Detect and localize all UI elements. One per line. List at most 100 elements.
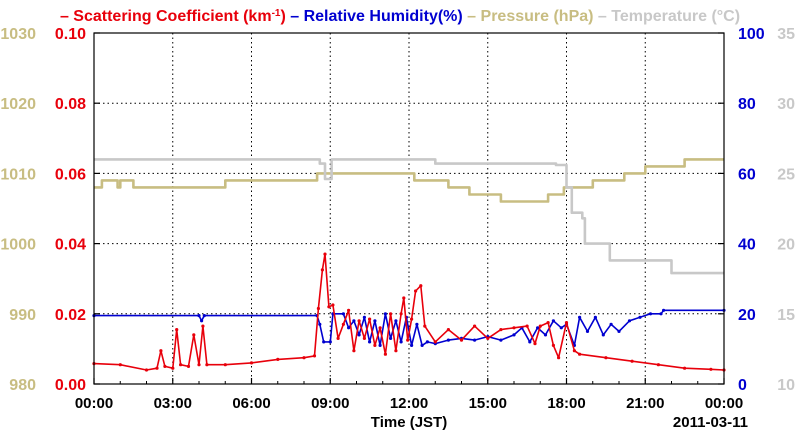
- data-point-scattering: [383, 352, 387, 356]
- data-point-scattering: [276, 357, 280, 361]
- data-point-humidity: [347, 326, 351, 330]
- data-point-scattering: [144, 368, 149, 372]
- data-point-humidity: [499, 338, 503, 342]
- data-point-humidity: [383, 312, 387, 316]
- data-point-scattering: [192, 333, 196, 337]
- date-label: 2011-03-11: [673, 414, 748, 431]
- data-point-scattering: [118, 363, 122, 367]
- data-point-scattering: [551, 343, 556, 347]
- data-point-scattering: [630, 359, 634, 363]
- series-group: [92, 158, 726, 372]
- data-point-scattering: [410, 317, 414, 321]
- data-point-scattering: [362, 336, 366, 340]
- y-tick-label-humidity: 0: [738, 377, 747, 394]
- data-point-humidity: [420, 343, 424, 347]
- x-tick-label: 09:00: [311, 395, 349, 412]
- y-tick-label-pressure: 1030: [0, 26, 36, 43]
- y-tick-label-temperature: 10: [777, 377, 795, 394]
- axes: 98099010001010102010300.000.020.040.060.…: [0, 26, 795, 412]
- data-point-scattering: [604, 356, 608, 360]
- data-point-scattering: [533, 342, 537, 346]
- data-point-humidity: [425, 340, 429, 344]
- y-tick-label-pressure: 1020: [0, 96, 36, 113]
- data-point-humidity: [617, 329, 621, 333]
- data-point-scattering: [163, 364, 167, 368]
- data-point-scattering: [197, 363, 201, 367]
- data-point-humidity: [543, 333, 548, 337]
- series-line-pressure: [94, 158, 724, 203]
- data-point-scattering: [402, 296, 406, 300]
- data-point-humidity: [528, 340, 532, 344]
- data-point-humidity: [578, 315, 582, 319]
- y-tick-label-temperature: 15: [777, 307, 795, 324]
- data-point-humidity: [200, 319, 204, 323]
- y-tick-label-scattering: 0.06: [55, 166, 86, 183]
- y-tick-label-scattering: 0.10: [55, 26, 86, 43]
- data-point-scattering: [564, 321, 569, 325]
- data-point-scattering: [201, 324, 205, 328]
- data-point-humidity: [659, 312, 663, 316]
- data-point-humidity: [389, 336, 393, 340]
- y-tick-label-scattering: 0.04: [55, 237, 86, 254]
- legend-suffix: ): [280, 8, 285, 25]
- x-tick-label: 00:00: [75, 395, 113, 412]
- y-tick-label-humidity: 100: [738, 26, 765, 43]
- y-tick-label-humidity: 20: [738, 307, 756, 324]
- data-point-scattering: [499, 328, 503, 332]
- data-point-humidity: [399, 340, 403, 344]
- y-tick-label-temperature: 20: [777, 237, 795, 254]
- data-point-scattering: [155, 366, 159, 370]
- data-point-scattering: [357, 319, 361, 323]
- y-tick-label-scattering: 0.00: [55, 377, 86, 394]
- grid: [94, 33, 724, 384]
- y-tick-label-scattering: 0.02: [55, 307, 86, 324]
- y-tick-label-pressure: 980: [9, 377, 36, 394]
- data-point-scattering: [446, 328, 450, 332]
- data-point-humidity: [609, 322, 613, 326]
- legend: – Scattering Coefficient (km-1) – Relati…: [60, 8, 740, 26]
- data-point-humidity: [601, 333, 605, 337]
- data-point-scattering: [331, 303, 335, 307]
- data-point-humidity: [352, 319, 356, 323]
- data-point-scattering: [557, 356, 561, 360]
- legend-item-pressure: – Pressure (hPa): [463, 8, 594, 25]
- data-point-scattering: [459, 338, 464, 342]
- legend-superscript: -1: [272, 8, 281, 19]
- data-point-humidity: [410, 343, 414, 347]
- data-point-scattering: [486, 336, 490, 340]
- y-tick-label-pressure: 1010: [0, 166, 36, 183]
- legend-item-scattering: – Scattering Coefficient (km: [60, 8, 272, 25]
- y-tick-label-pressure: 1000: [0, 237, 36, 254]
- data-point-scattering: [389, 312, 393, 316]
- data-point-scattering: [179, 363, 183, 367]
- legend-item-humidity: – Relative Humidity(%): [286, 8, 463, 25]
- data-point-humidity: [585, 329, 590, 333]
- data-point-scattering: [578, 352, 582, 356]
- data-point-humidity: [512, 333, 516, 337]
- data-point-scattering: [656, 363, 661, 367]
- y-tick-label-temperature: 35: [777, 26, 795, 43]
- data-point-humidity: [318, 322, 322, 326]
- x-tick-label: 15:00: [469, 395, 507, 412]
- x-axis-label: Time (JST): [371, 414, 447, 431]
- data-point-scattering: [394, 349, 398, 353]
- x-tick-label: 18:00: [547, 395, 585, 412]
- data-point-scattering: [159, 349, 163, 353]
- data-point-scattering: [546, 321, 550, 325]
- data-point-humidity: [593, 315, 598, 319]
- data-point-humidity: [627, 319, 632, 323]
- data-point-humidity: [197, 314, 201, 318]
- data-point-humidity: [662, 308, 666, 312]
- y-tick-label-scattering: 0.08: [55, 96, 86, 113]
- data-point-scattering: [538, 324, 542, 328]
- data-point-scattering: [347, 308, 351, 312]
- data-point-scattering: [406, 338, 410, 342]
- data-point-scattering: [709, 367, 713, 371]
- data-point-scattering: [249, 361, 254, 365]
- data-point-scattering: [373, 343, 377, 347]
- x-tick-label: 03:00: [154, 395, 192, 412]
- data-point-scattering: [433, 340, 437, 344]
- y-tick-label-temperature: 30: [777, 96, 795, 113]
